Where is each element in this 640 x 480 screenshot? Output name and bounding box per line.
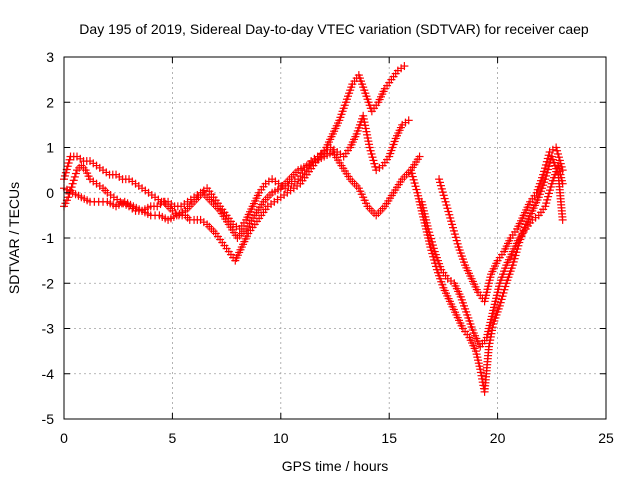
x-tick-label: 10: [273, 430, 289, 446]
data-point: [69, 176, 78, 185]
y-tick-label: -4: [42, 366, 55, 382]
y-tick-label: 1: [46, 140, 54, 156]
data-point: [64, 193, 73, 202]
grid-lines: [64, 57, 606, 419]
x-axis-label: GPS time / hours: [282, 458, 389, 474]
data-point: [558, 179, 567, 188]
y-tick-label: -1: [42, 230, 55, 246]
x-tick-label: 15: [381, 430, 397, 446]
data-point: [415, 152, 424, 161]
data-point: [404, 116, 413, 125]
y-tick-label: -5: [42, 411, 55, 427]
data-point: [558, 166, 567, 175]
data-point: [70, 172, 79, 181]
data-points: [60, 62, 567, 396]
data-point: [68, 179, 77, 188]
y-tick-label: 2: [46, 94, 54, 110]
x-tick-label: 0: [60, 430, 68, 446]
y-tick-label: 3: [46, 49, 54, 65]
x-tick-label: 5: [169, 430, 177, 446]
y-axis-label: SDTVAR / TECUs: [6, 182, 22, 294]
x-tick-label: 20: [490, 430, 506, 446]
data-point: [71, 169, 80, 178]
y-tick-label: -3: [42, 321, 55, 337]
data-point: [558, 215, 567, 224]
chart-title: Day 195 of 2019, Sidereal Day-to-day VTE…: [79, 21, 589, 37]
y-tick-label: -2: [42, 275, 55, 291]
y-tick-label: 0: [46, 185, 54, 201]
axis-ticks: 0 5 10 15 20 25 -5 -4 -3 -2 -1 0 1 2 3: [42, 49, 614, 446]
data-point: [67, 183, 76, 192]
x-tick-label: 25: [598, 430, 614, 446]
data-point: [400, 62, 409, 71]
